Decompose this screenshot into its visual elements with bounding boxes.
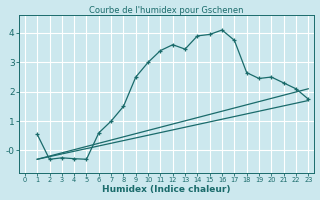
Title: Courbe de l'humidex pour Gschenen: Courbe de l'humidex pour Gschenen xyxy=(89,6,244,15)
X-axis label: Humidex (Indice chaleur): Humidex (Indice chaleur) xyxy=(102,185,231,194)
